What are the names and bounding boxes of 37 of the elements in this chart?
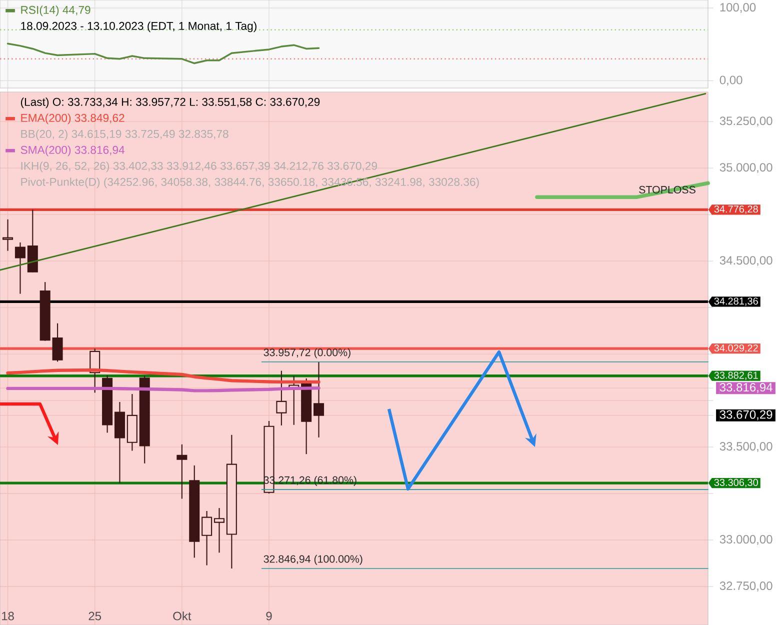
ref-line-label: 33.882,61 <box>714 372 758 380</box>
y-tick-label: 0,00 <box>720 76 742 86</box>
candlestick <box>202 510 212 566</box>
annotation: 18.09.2023 - 13.10.2023 (EDT, 1 Monat, 1 Tag) <box>21 22 256 32</box>
x-tick-label: 25 <box>88 612 102 620</box>
candlestick <box>52 322 63 362</box>
annotation: BB(20, 2) 34.615,19 33.725,49 32.835,78 <box>21 130 228 140</box>
y-tick-label: 35.250,00 <box>720 116 772 127</box>
x-tick-label: Okt <box>173 611 192 620</box>
x-tick-label: 9 <box>266 612 272 620</box>
annotation: IKH(9, 26, 52, 26) 33.402,33 33.912,46 33.657,39 34.212,76 33.670,29 <box>21 162 377 172</box>
annotation: 33.957,72 (0.00%) <box>264 348 350 358</box>
y-tick-label: 34.500,00 <box>720 256 772 266</box>
x-tick-label: 18 <box>2 612 14 620</box>
y-tick-label: 33.500,00 <box>720 442 772 452</box>
legend-label: EMA(200) 33.849,62 <box>21 114 124 124</box>
ref-line-label: 33.306,30 <box>714 478 758 488</box>
candlestick <box>214 507 225 554</box>
ref-line-label: 34.776,28 <box>714 206 758 214</box>
ref-line-label: 34.281,36 <box>714 298 758 306</box>
y-tick-label: 33.816,94 <box>720 383 772 393</box>
annotation: 32.846,94 (100.00%) <box>264 554 362 565</box>
annotation: (Last) O: 33.733,34 H: 33.957,72 L: 33.551,58 C: 33.670,29 <box>20 98 320 108</box>
candlestick <box>276 370 287 426</box>
line-series <box>6 42 320 64</box>
legend-label: SMA(200) 33.816,94 <box>20 146 125 156</box>
y-tick-label: 100,00 <box>720 3 756 13</box>
candlestick <box>314 361 324 438</box>
y-tick-label: 32.750,00 <box>720 582 772 592</box>
legend-label: RSI(14) 44,79 <box>21 6 90 16</box>
y-tick-label: 33.000,00 <box>720 535 772 545</box>
candlestick <box>176 444 188 500</box>
y-tick-label: 33.670,29 <box>720 410 772 420</box>
ref-line-label: 34.029,22 <box>714 344 758 353</box>
candlestick <box>14 242 26 294</box>
candlestick <box>2 218 14 252</box>
y-tick-label: 35.000,00 <box>720 163 772 174</box>
